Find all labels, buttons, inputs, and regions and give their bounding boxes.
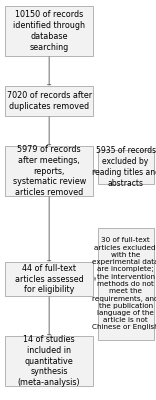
FancyBboxPatch shape [5,262,93,296]
FancyBboxPatch shape [98,150,154,184]
FancyBboxPatch shape [5,86,93,116]
FancyBboxPatch shape [98,228,154,340]
FancyBboxPatch shape [5,146,93,196]
Text: 30 of full-text
articles excluded,
with the
experimental data
are incomplete;
th: 30 of full-text articles excluded, with … [92,238,156,330]
FancyBboxPatch shape [5,336,93,386]
FancyBboxPatch shape [5,6,93,56]
Text: 44 of full-text
articles assessed
for eligibility: 44 of full-text articles assessed for el… [15,264,83,294]
Text: 7020 of records after
duplicates removed: 7020 of records after duplicates removed [7,91,92,111]
Text: 14 of studies
included in
quantitative
synthesis
(meta-analysis): 14 of studies included in quantitative s… [18,335,80,387]
Text: 10150 of records
identified through
database
searching: 10150 of records identified through data… [13,10,85,52]
Text: 5979 of records
after meetings,
reports,
systematic review
articles removed: 5979 of records after meetings, reports,… [12,145,86,197]
Text: 5935 of records
excluded by
reading titles and
abstracts: 5935 of records excluded by reading titl… [92,146,156,188]
